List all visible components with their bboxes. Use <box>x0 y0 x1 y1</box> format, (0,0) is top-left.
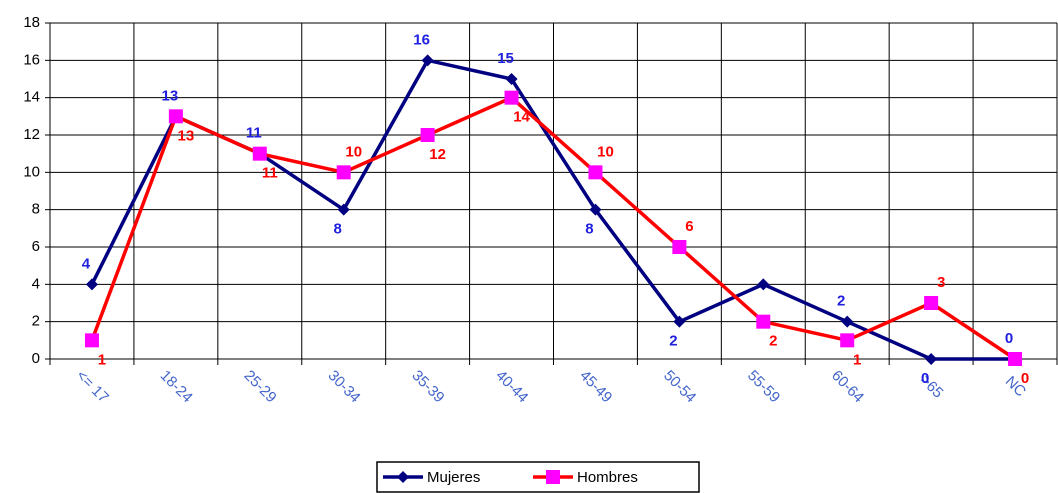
data-label: 4 <box>82 255 91 272</box>
data-label: 14 <box>513 109 530 126</box>
data-label: 11 <box>262 165 278 182</box>
data-label: 6 <box>685 218 693 235</box>
marker <box>925 353 938 365</box>
marker <box>757 278 770 291</box>
data-label: 15 <box>497 50 514 67</box>
data-label: 10 <box>597 143 614 160</box>
marker <box>924 296 939 310</box>
marker <box>252 146 267 161</box>
marker <box>756 314 771 329</box>
marker <box>85 278 98 291</box>
x-tick-label: 18-24 <box>157 367 196 406</box>
x-tick-label: 45-49 <box>576 367 615 406</box>
marker <box>84 333 99 348</box>
legend-label: Mujeres <box>427 469 480 486</box>
legend-marker <box>546 470 560 484</box>
y-tick-label: 10 <box>23 163 40 180</box>
data-label: 10 <box>345 143 362 160</box>
data-label: 8 <box>585 221 593 238</box>
marker <box>504 90 519 105</box>
x-tick-label: <= 17 <box>73 367 112 406</box>
marker <box>336 165 351 180</box>
marker <box>589 203 602 216</box>
data-label: 2 <box>837 293 845 310</box>
marker <box>673 315 686 328</box>
x-tick-label: 25-29 <box>241 367 280 406</box>
y-tick-label: 16 <box>23 51 40 68</box>
marker <box>1008 352 1023 366</box>
x-tick-label: 35-39 <box>408 367 447 406</box>
x-tick-label: 30-34 <box>325 367 364 406</box>
legend-marker <box>397 471 409 483</box>
data-label: 2 <box>769 333 777 350</box>
data-label: 0 <box>1021 370 1029 387</box>
data-label: 3 <box>937 274 945 291</box>
data-label: 1 <box>853 351 861 368</box>
data-label: 8 <box>334 221 342 238</box>
marker <box>672 240 687 254</box>
marker <box>841 315 854 328</box>
data-label: 2 <box>669 333 677 350</box>
marker <box>588 165 603 180</box>
data-label: 13 <box>162 87 179 104</box>
x-tick-label: 60-64 <box>828 367 867 406</box>
x-tick-label: 55-59 <box>744 367 783 406</box>
data-label: 12 <box>429 146 446 163</box>
y-tick-label: 6 <box>32 238 40 255</box>
y-tick-label: 0 <box>32 350 40 367</box>
y-tick-label: 8 <box>32 201 40 218</box>
marker <box>168 109 183 124</box>
marker <box>505 73 518 85</box>
y-tick-label: 4 <box>32 275 40 292</box>
x-tick-label: 50-54 <box>660 367 699 406</box>
data-label: 16 <box>413 31 430 48</box>
y-tick-label: 2 <box>32 313 40 330</box>
y-tick-label: 14 <box>23 89 40 106</box>
legend-label: Hombres <box>577 469 638 486</box>
y-tick-label: 12 <box>23 126 40 143</box>
marker <box>337 203 350 216</box>
data-label: 13 <box>178 127 195 144</box>
marker <box>840 333 855 348</box>
x-tick-label: 40-44 <box>492 367 531 406</box>
data-label: 0 <box>1005 330 1013 347</box>
data-label: 0 <box>921 370 929 387</box>
data-label: 11 <box>246 125 262 142</box>
y-tick-label: 18 <box>23 14 40 31</box>
marker <box>421 54 434 67</box>
data-label: 1 <box>98 351 106 368</box>
marker <box>420 128 435 142</box>
series-line <box>90 95 1017 361</box>
